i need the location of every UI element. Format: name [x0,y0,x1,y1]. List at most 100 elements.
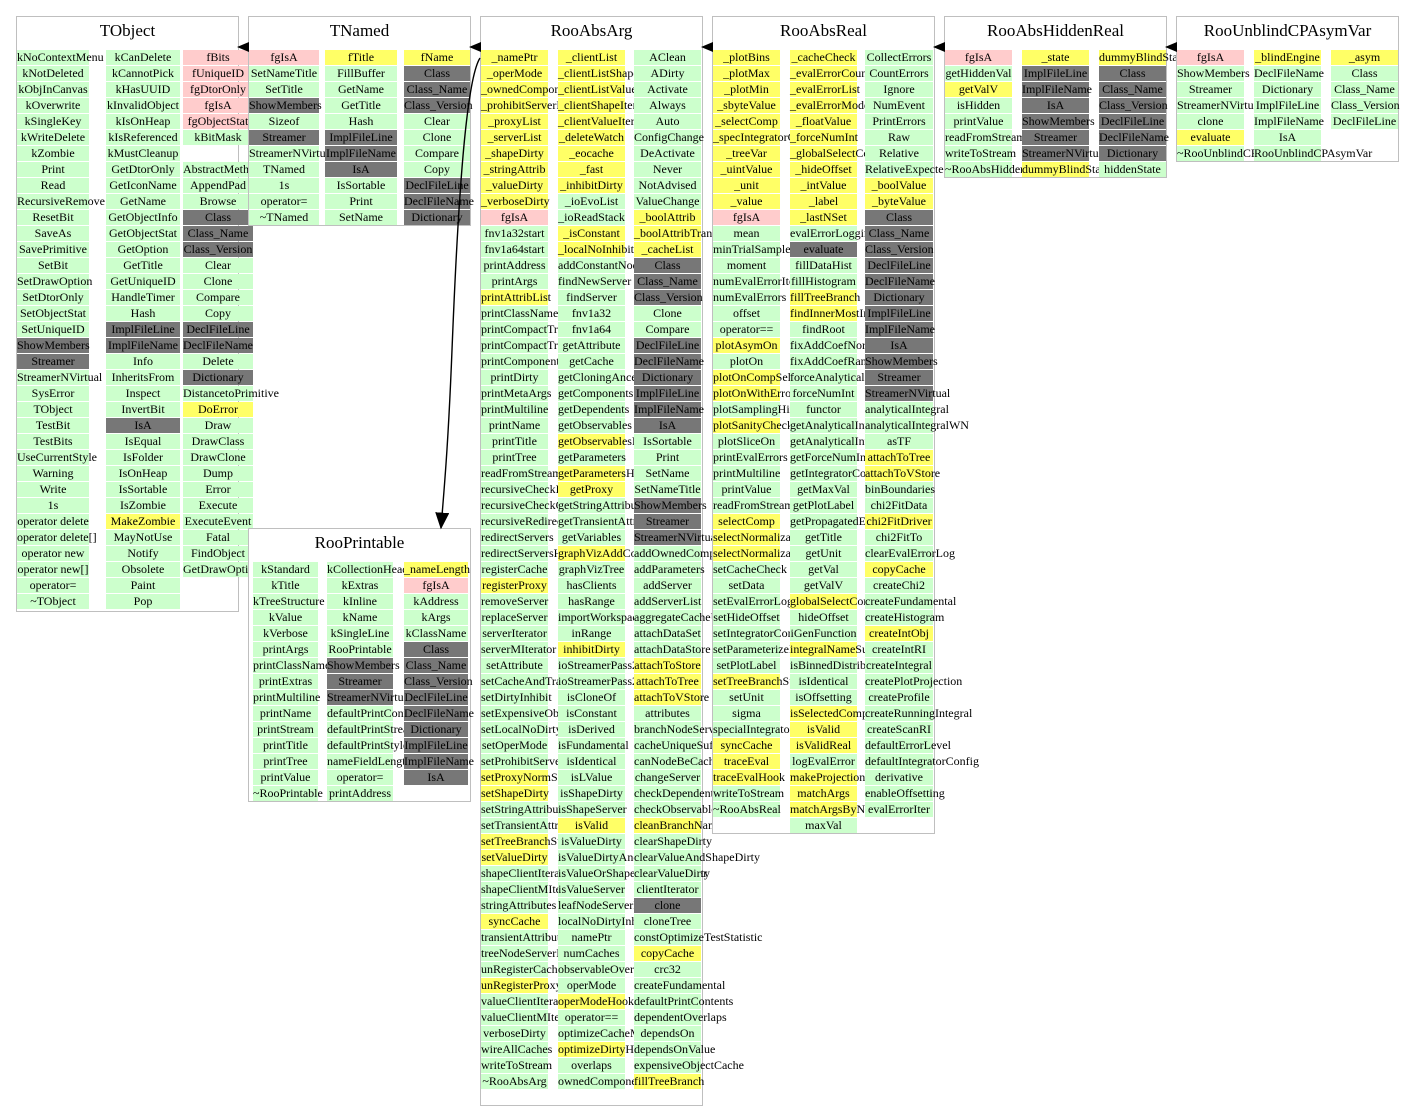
member-attachtovstore: attachToVStore [634,690,710,705]
member-selectnormalizationrange: selectNormalizationRange [713,546,841,561]
member-getanalyticalintegralwn: getAnalyticalIntegralWN [790,434,912,449]
member-dictionary: Dictionary [1099,146,1166,161]
member-abstractmethod: AbstractMethod [183,162,261,177]
member-matchargsbyname: matchArgsByName [790,802,886,817]
member-attachdataset: attachDataSet [634,626,701,641]
member-relative: Relative [865,146,933,161]
member-analyticalintegral: analyticalIntegral [865,402,949,417]
member-printname: printName [481,418,548,433]
member-streamer: Streamer [17,354,89,369]
member-isvalueorshapedirtyandclear: isValueOrShapeDirtyAndClear [558,866,708,881]
member-getvalv: getValV [790,578,857,593]
member-isshapeserver: isShapeServer [558,802,627,817]
class-title: RooAbsArg [550,21,633,40]
member-removeserver: removeServer [481,594,549,609]
member-forcenumint: forceNumInt [790,386,857,401]
member-gettitle: GetTitle [106,258,180,273]
member-setlocalnodirtyinhibit: setLocalNoDirtyInhibit [481,722,594,737]
member-declfilename: DeclFileName [1099,130,1169,145]
member-forcenumint: _forceNumInt [790,130,858,145]
member-isvaluedirty: isValueDirty [558,834,625,849]
member-enableoffsetting: enableOffsetting [865,786,945,801]
member-class-name: Class_Name [183,226,253,241]
member-ownedcomponents: _ownedComponents [481,82,580,97]
member-isfundamental: isFundamental [558,738,629,753]
member-printvalue: printValue [945,114,1012,129]
member-implfileline: ImplFileLine [1254,98,1321,113]
member-getparametershook: getParametersHook [558,466,653,481]
member-fnv1a64start: fnv1a64start [481,242,548,257]
member-verbosedirty: _verboseDirty [481,194,550,209]
member-knocontextmenu: kNoContextMenu [17,50,104,65]
member-isa: IsA [1022,98,1089,113]
member-setexpensiveobjectcache: setExpensiveObjectCache [481,706,607,721]
member-notify: Notify [106,546,180,561]
member-showmembers: ShowMembers [327,658,400,673]
member-opermode: operMode [558,978,625,993]
member-value: _value [713,194,780,209]
member-printname: printName [253,706,318,721]
member-specintegratorconfig: _specIntegratorConfig [713,130,821,145]
member-obsolete: Obsolete [106,562,180,577]
member-crc32: crc32 [634,962,701,977]
member-copy: Copy [183,306,253,321]
member-getcloningancestors: getCloningAncestors [558,370,660,385]
member-globalselectcomp: _globalSelectComp [790,146,885,161]
member-rooabsreal: ~RooAbsReal [713,802,781,817]
member-overlaps: overlaps [558,1058,625,1073]
member-state: _state [1022,50,1089,65]
member-valueclientmiterator: valueClientMIterator [481,1010,583,1025]
member-expensiveobjectcache: expensiveObjectCache [634,1058,744,1073]
member-blindengine: _blindEngine [1254,50,1321,65]
member-ishidden: isHidden [945,98,1012,113]
member-writetostream: writeToStream [481,1058,553,1073]
member-isvalueserver: isValueServer [558,882,625,897]
member-declfileline: DeclFileLine [634,338,701,353]
member-getobservableshook: getObservablesHook [558,434,659,449]
member-createintobj: createIntObj [865,626,933,641]
member-derivative: derivative [865,770,933,785]
member-getdrawoption: GetDrawOption [183,562,261,577]
member-hideoffset: _hideOffset [790,162,857,177]
member-kwritedelete: kWriteDelete [17,130,89,145]
class-box-rooabshiddenreal: RooAbsHiddenReal fgIsA getHiddenVal getValV… [944,16,1186,178]
member-printtree: printTree [481,450,548,465]
member-lastnset: _lastNSet [790,210,857,225]
member-clientiterator: clientIterator [634,882,701,897]
member-showmembers: ShowMembers [634,498,707,513]
member-clientshapeiter: _clientShapeIter [558,98,637,113]
member-ioreadstack: _ioReadStack [558,210,625,225]
class-title: RooPrintable [314,533,405,552]
member-isequal: IsEqual [106,434,180,449]
member-fatal: Fatal [183,530,253,545]
member-printmultiline: printMultiline [713,466,781,481]
member-class-version: Class_Version [865,242,934,257]
member-fgisa: fgIsA [481,210,548,225]
member-error: Error [183,482,253,497]
member-isvalid: isValid [558,818,625,833]
member-drawclone: DrawClone [183,450,253,465]
member-makeprojectionset: makeProjectionSet [790,770,881,785]
member-intvalue: _intValue [790,178,857,193]
member-evalerrormode: _evalErrorMode [790,98,870,113]
member-issortable: IsSortable [325,178,397,193]
member-getanalyticalintegral: getAnalyticalIntegral [790,418,892,433]
member-createintri: createIntRI [865,642,933,657]
member-setcachecheck: setCacheCheck [713,562,787,577]
member-defaultintegratorconfig: defaultIntegratorConfig [865,754,979,769]
member-printstream: printStream [253,722,318,737]
member-printtree: printTree [253,754,318,769]
member-dictionary: Dictionary [865,290,933,305]
member-ploton: plotOn [713,354,780,369]
member-recursiveredirectservers: recursiveRedirectServers [481,514,602,529]
member-declfilename: DeclFileName [865,274,935,289]
member-setdtoronly: SetDtorOnly [17,290,89,305]
member-valuedirty: _valueDirty [481,178,548,193]
member-clearvaluedirty: clearValueDirty [634,866,710,881]
member-selectcomp: selectComp [713,514,780,529]
member-evaluate: evaluate [1177,130,1244,145]
member-astf: asTF [865,434,933,449]
member-isvalidreal: isValidReal [790,738,857,753]
member-mintrialsamples: minTrialSamples [713,242,796,257]
member-findnewserver: findNewServer [558,274,632,289]
